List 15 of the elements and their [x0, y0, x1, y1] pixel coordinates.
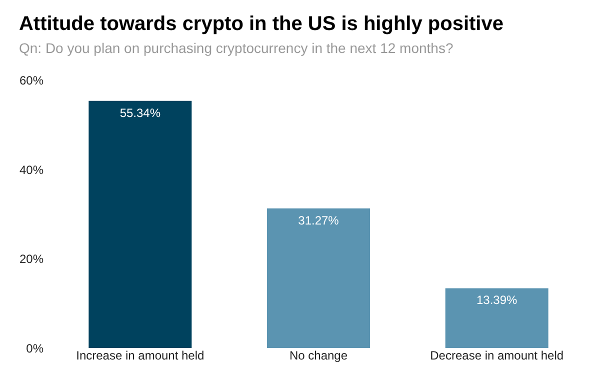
- y-tick-label: 0%: [26, 342, 44, 356]
- y-tick-label: 40%: [19, 162, 44, 177]
- chart-title: Attitude towards crypto in the US is highly positive: [18, 13, 504, 35]
- data-label: 55.34%: [120, 106, 161, 120]
- chart-subtitle: Qn: Do you plan on purchasing cryptocurrency in the next 12 months?: [18, 40, 454, 56]
- bar: [88, 100, 192, 348]
- bar: [267, 208, 370, 348]
- x-tick-label: No change: [289, 348, 348, 362]
- data-label: 31.27%: [298, 213, 340, 228]
- x-tick-label: Increase in amount held: [76, 348, 204, 362]
- x-tick-label: Decrease in amount held: [430, 348, 564, 362]
- data-label: 13.39%: [476, 293, 518, 308]
- y-tick-label: 20%: [19, 252, 44, 266]
- y-tick-label: 60%: [19, 74, 44, 88]
- bar: [445, 288, 548, 348]
